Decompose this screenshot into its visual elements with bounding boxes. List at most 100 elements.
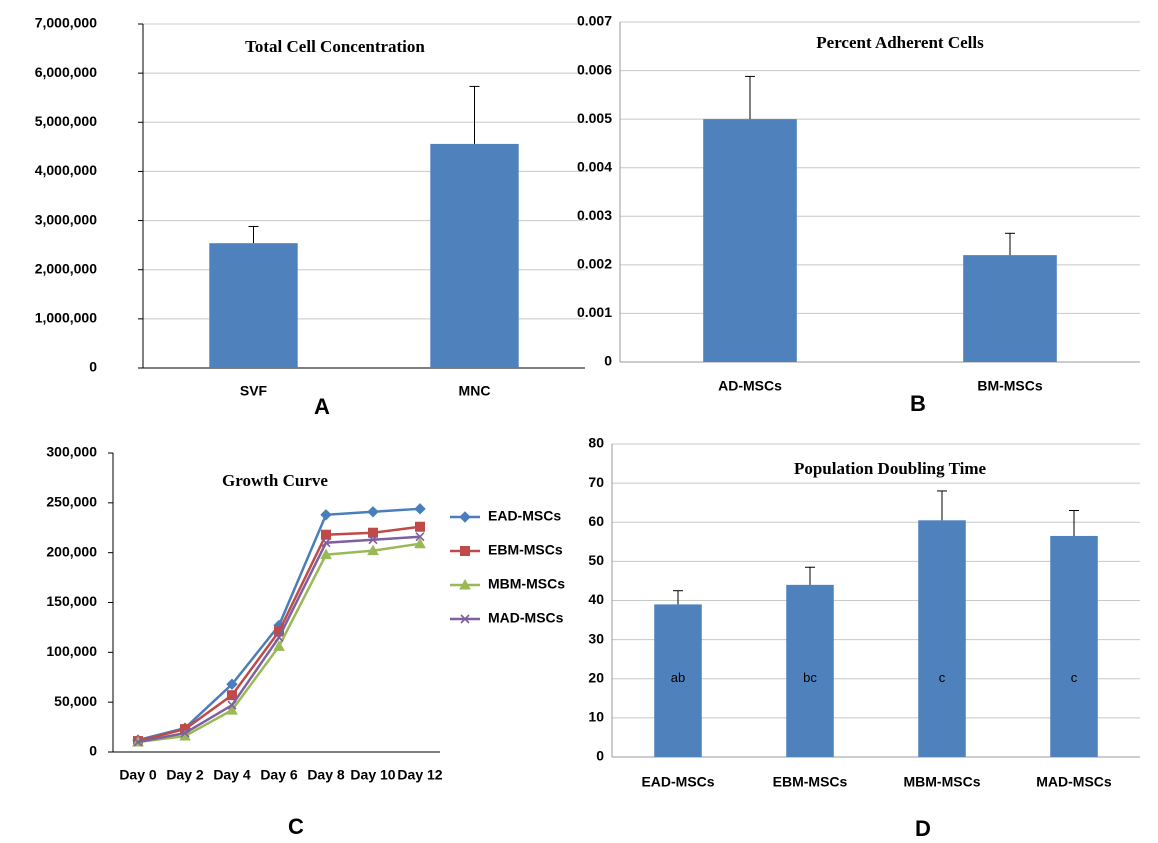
y-tick-label: 200,000: [46, 543, 97, 559]
panel: 0 50,000 100,000 150,000 200,000 250,000 300,0…: [46, 444, 565, 839]
bar: [963, 255, 1057, 362]
marker: [274, 632, 284, 642]
panel: 0 0.001 0.002 0.003 0.004 0.005 0.006 0.007 Perc…: [577, 13, 1140, 416]
panel-letter: D: [915, 816, 931, 841]
bar: [1050, 535, 1098, 757]
y-tick-label: 4,000,000: [35, 162, 97, 178]
marker: [460, 546, 470, 556]
marker: [180, 728, 190, 738]
bar: [918, 520, 966, 757]
y-tick-label: 7,000,000: [35, 15, 97, 31]
y-tick-label: 30: [588, 630, 604, 646]
series-line: [137, 535, 421, 744]
bar: [430, 143, 519, 368]
panel: 0 1,000,000 2,000,000 3,000,000 4,000,000 5,0…: [35, 15, 585, 419]
y-tick-label: 70: [588, 474, 604, 490]
x-tick-label: EBM-MSCs: [773, 774, 848, 790]
marker: [368, 535, 378, 545]
panel-letter: C: [288, 814, 304, 839]
marker: [227, 690, 237, 701]
y-tick-label: 1,000,000: [35, 310, 97, 326]
x-tick-label: BM-MSCs: [977, 378, 1043, 394]
x-tick-label: Day 4: [213, 767, 251, 783]
marker: [226, 704, 238, 715]
y-tick-label: 40: [588, 591, 604, 607]
marker: [367, 506, 379, 518]
bar-label: c: [1071, 670, 1078, 685]
bar-label: ab: [671, 670, 685, 685]
y-tick-label: 150,000: [46, 593, 97, 609]
y-tick-label: 50,000: [54, 693, 97, 709]
marker: [321, 538, 331, 548]
bar: [786, 584, 834, 757]
x-tick-label: Day 0: [119, 767, 157, 783]
x-tick-label: EAD-MSCs: [641, 774, 714, 790]
y-tick-label: 0: [89, 743, 97, 759]
marker: [226, 678, 238, 690]
chart-title: Growth Curve: [222, 471, 328, 490]
bar-label: bc: [803, 670, 817, 685]
y-tick-label: 100,000: [46, 643, 97, 659]
y-tick-label: 50: [588, 552, 604, 568]
marker: [459, 511, 471, 523]
panel: 0 10 20 30 40 50 60 70 80 Population Doubling Tim…: [588, 435, 1140, 841]
chart-title: Total Cell Concentration: [245, 37, 425, 56]
y-tick-label: 0: [596, 748, 604, 764]
y-tick-label: 20: [588, 669, 604, 685]
legend-label: MBM-MSCs: [488, 576, 565, 592]
legend-label: EAD-MSCs: [488, 508, 561, 524]
y-tick-label: 0.004: [577, 158, 612, 174]
y-tick-label: 250,000: [46, 494, 97, 510]
y-tick-label: 60: [588, 513, 604, 529]
y-tick-label: 0: [89, 359, 97, 375]
bar-label: c: [939, 670, 946, 685]
y-tick-label: 300,000: [46, 444, 97, 460]
y-tick-label: 80: [588, 435, 604, 451]
y-tick-label: 0.006: [577, 61, 612, 77]
panel-letter: B: [910, 391, 926, 416]
y-tick-label: 0: [604, 353, 612, 369]
x-tick-label: AD-MSCs: [718, 378, 782, 394]
bar: [654, 604, 702, 757]
y-tick-label: 0.002: [577, 256, 612, 272]
x-tick-label: MBM-MSCs: [904, 774, 981, 790]
x-tick-label: SVF: [240, 383, 268, 399]
y-tick-label: 2,000,000: [35, 260, 97, 276]
legend-label: MAD-MSCs: [488, 610, 564, 626]
marker: [415, 532, 425, 542]
marker: [367, 544, 379, 556]
marker: [320, 509, 332, 521]
marker: [133, 737, 143, 747]
x-tick-label: MAD-MSCs: [1036, 774, 1112, 790]
y-tick-label: 0.003: [577, 207, 612, 223]
x-tick-label: MNC: [459, 383, 491, 399]
legend-label: EBM-MSCs: [488, 542, 563, 558]
x-tick-label: Day 6: [260, 767, 298, 783]
bar: [209, 243, 298, 368]
chart-title: Percent Adherent Cells: [816, 33, 984, 52]
marker: [414, 503, 426, 515]
marker: [415, 521, 425, 532]
x-tick-label: Day 8: [307, 767, 345, 783]
y-tick-label: 0.001: [577, 304, 612, 320]
x-tick-label: Day 10: [350, 767, 395, 783]
marker: [460, 614, 470, 624]
marker: [273, 640, 285, 651]
marker: [227, 700, 237, 710]
marker: [321, 529, 331, 540]
y-tick-label: 5,000,000: [35, 113, 97, 129]
panel-letter: A: [314, 394, 330, 419]
marker: [459, 578, 471, 590]
y-tick-label: 3,000,000: [35, 211, 97, 227]
marker: [368, 527, 378, 538]
x-tick-label: Day 2: [166, 767, 204, 783]
marker: [320, 548, 332, 560]
bar: [703, 119, 797, 363]
y-tick-label: 10: [588, 709, 604, 725]
x-tick-label: Day 12: [397, 767, 442, 783]
chart-title: Population Doubling Time: [794, 459, 987, 478]
y-tick-label: 0.005: [577, 110, 612, 126]
y-tick-label: 0.007: [577, 13, 612, 29]
marker: [414, 537, 426, 549]
